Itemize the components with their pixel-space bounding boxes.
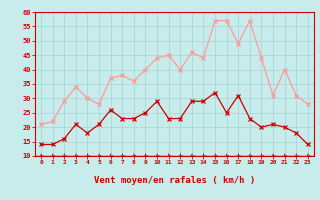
X-axis label: Vent moyen/en rafales ( km/h ): Vent moyen/en rafales ( km/h ) — [94, 176, 255, 185]
